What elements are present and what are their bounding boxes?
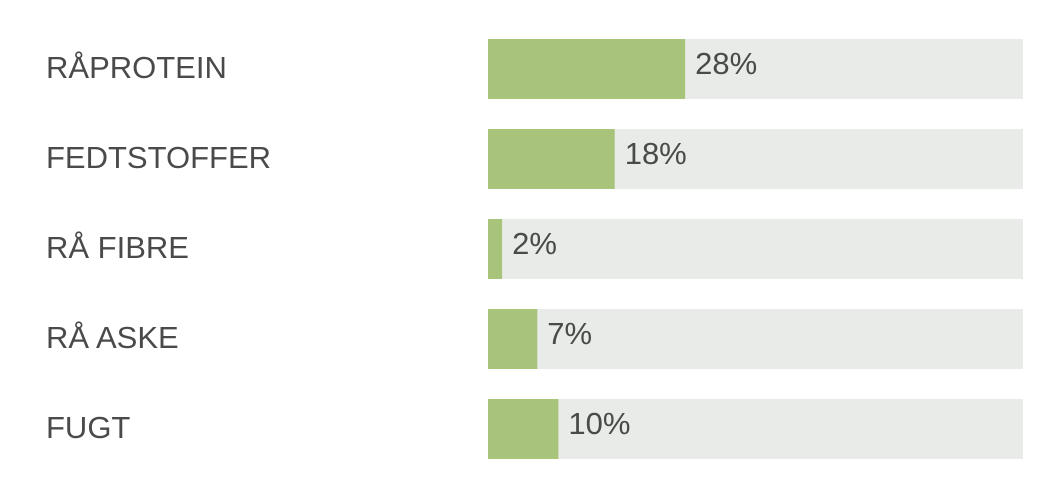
bar: [488, 129, 615, 189]
value-label: 2%: [512, 226, 557, 261]
bar: [488, 39, 686, 99]
value-label: 18%: [625, 136, 687, 171]
category-label: RÅ ASKE: [46, 320, 179, 355]
value-label: 7%: [547, 316, 592, 351]
category-label: RÅPROTEIN: [46, 50, 227, 85]
bar-track: [488, 219, 1023, 279]
bar: [488, 219, 503, 279]
category-label: RÅ FIBRE: [46, 230, 189, 265]
bar: [488, 399, 559, 459]
value-label: 10%: [568, 406, 630, 441]
bar-track: [488, 309, 1023, 369]
value-label: 28%: [695, 46, 757, 81]
category-label: FUGT: [46, 410, 130, 445]
bar-track: [488, 399, 1023, 459]
category-label: FEDTSTOFFER: [46, 140, 271, 175]
bar: [488, 309, 538, 369]
